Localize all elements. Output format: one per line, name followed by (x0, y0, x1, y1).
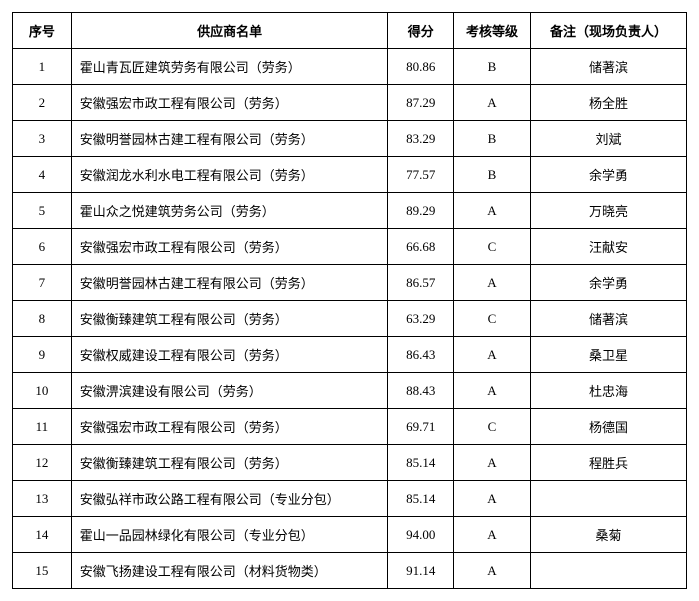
cell-name: 安徽权威建设工程有限公司（劳务） (71, 337, 388, 373)
cell-name: 安徽弘祥市政公路工程有限公司（专业分包） (71, 481, 388, 517)
cell-grade: A (454, 481, 531, 517)
cell-name: 安徽明誉园林古建工程有限公司（劳务） (71, 265, 388, 301)
cell-score: 83.29 (388, 121, 454, 157)
cell-name: 安徽强宏市政工程有限公司（劳务） (71, 229, 388, 265)
header-score: 得分 (388, 13, 454, 49)
header-seq: 序号 (13, 13, 72, 49)
cell-grade: A (454, 337, 531, 373)
cell-note: 储著滨 (530, 49, 686, 85)
cell-score: 88.43 (388, 373, 454, 409)
table-row: 14霍山一品园林绿化有限公司（专业分包）94.00A桑菊 (13, 517, 687, 553)
cell-note: 储著滨 (530, 301, 686, 337)
cell-note: 桑卫星 (530, 337, 686, 373)
cell-score: 91.14 (388, 553, 454, 589)
cell-seq: 12 (13, 445, 72, 481)
table-body: 1霍山青瓦匠建筑劳务有限公司（劳务）80.86B储著滨2安徽强宏市政工程有限公司… (13, 49, 687, 589)
cell-seq: 10 (13, 373, 72, 409)
table-row: 13安徽弘祥市政公路工程有限公司（专业分包）85.14A (13, 481, 687, 517)
cell-note: 刘斌 (530, 121, 686, 157)
cell-note: 万晓亮 (530, 193, 686, 229)
cell-grade: B (454, 121, 531, 157)
cell-score: 63.29 (388, 301, 454, 337)
table-row: 11安徽强宏市政工程有限公司（劳务）69.71C杨德国 (13, 409, 687, 445)
cell-score: 89.29 (388, 193, 454, 229)
table-row: 12安徽衡臻建筑工程有限公司（劳务）85.14A程胜兵 (13, 445, 687, 481)
cell-grade: A (454, 193, 531, 229)
table-header: 序号 供应商名单 得分 考核等级 备注（现场负责人） (13, 13, 687, 49)
table-row: 6安徽强宏市政工程有限公司（劳务）66.68C汪献安 (13, 229, 687, 265)
cell-note (530, 481, 686, 517)
cell-score: 77.57 (388, 157, 454, 193)
cell-grade: A (454, 265, 531, 301)
cell-score: 86.57 (388, 265, 454, 301)
cell-name: 安徽强宏市政工程有限公司（劳务） (71, 409, 388, 445)
table-row: 5霍山众之悦建筑劳务公司（劳务）89.29A万晓亮 (13, 193, 687, 229)
cell-seq: 3 (13, 121, 72, 157)
cell-score: 66.68 (388, 229, 454, 265)
cell-seq: 7 (13, 265, 72, 301)
cell-name: 安徽润龙水利水电工程有限公司（劳务） (71, 157, 388, 193)
cell-grade: B (454, 157, 531, 193)
cell-name: 安徽强宏市政工程有限公司（劳务） (71, 85, 388, 121)
cell-seq: 2 (13, 85, 72, 121)
header-note: 备注（现场负责人） (530, 13, 686, 49)
cell-seq: 14 (13, 517, 72, 553)
cell-name: 安徽衡臻建筑工程有限公司（劳务） (71, 445, 388, 481)
cell-name: 安徽飞扬建设工程有限公司（材料货物类） (71, 553, 388, 589)
cell-score: 87.29 (388, 85, 454, 121)
table-row: 15安徽飞扬建设工程有限公司（材料货物类）91.14A (13, 553, 687, 589)
cell-score: 85.14 (388, 481, 454, 517)
cell-seq: 9 (13, 337, 72, 373)
header-row: 序号 供应商名单 得分 考核等级 备注（现场负责人） (13, 13, 687, 49)
cell-grade: B (454, 49, 531, 85)
cell-seq: 5 (13, 193, 72, 229)
table-row: 10安徽淠滨建设有限公司（劳务）88.43A杜忠海 (13, 373, 687, 409)
cell-note (530, 553, 686, 589)
cell-note: 汪献安 (530, 229, 686, 265)
cell-note: 程胜兵 (530, 445, 686, 481)
cell-note: 余学勇 (530, 265, 686, 301)
cell-note: 杨德国 (530, 409, 686, 445)
cell-grade: A (454, 553, 531, 589)
cell-score: 86.43 (388, 337, 454, 373)
cell-name: 霍山众之悦建筑劳务公司（劳务） (71, 193, 388, 229)
cell-name: 安徽衡臻建筑工程有限公司（劳务） (71, 301, 388, 337)
cell-name: 霍山青瓦匠建筑劳务有限公司（劳务） (71, 49, 388, 85)
cell-name: 安徽淠滨建设有限公司（劳务） (71, 373, 388, 409)
table-row: 7安徽明誉园林古建工程有限公司（劳务）86.57A余学勇 (13, 265, 687, 301)
cell-grade: C (454, 301, 531, 337)
table-row: 3安徽明誉园林古建工程有限公司（劳务）83.29B刘斌 (13, 121, 687, 157)
cell-grade: A (454, 445, 531, 481)
cell-note: 杨全胜 (530, 85, 686, 121)
cell-note: 桑菊 (530, 517, 686, 553)
cell-grade: C (454, 229, 531, 265)
cell-seq: 8 (13, 301, 72, 337)
cell-score: 94.00 (388, 517, 454, 553)
cell-name: 霍山一品园林绿化有限公司（专业分包） (71, 517, 388, 553)
cell-name: 安徽明誉园林古建工程有限公司（劳务） (71, 121, 388, 157)
table-row: 1霍山青瓦匠建筑劳务有限公司（劳务）80.86B储著滨 (13, 49, 687, 85)
cell-seq: 15 (13, 553, 72, 589)
cell-grade: A (454, 517, 531, 553)
cell-seq: 4 (13, 157, 72, 193)
cell-seq: 13 (13, 481, 72, 517)
cell-grade: C (454, 409, 531, 445)
cell-grade: A (454, 373, 531, 409)
cell-seq: 1 (13, 49, 72, 85)
cell-score: 69.71 (388, 409, 454, 445)
table-row: 9安徽权威建设工程有限公司（劳务）86.43A桑卫星 (13, 337, 687, 373)
supplier-table: 序号 供应商名单 得分 考核等级 备注（现场负责人） 1霍山青瓦匠建筑劳务有限公… (12, 12, 687, 589)
cell-grade: A (454, 85, 531, 121)
header-name: 供应商名单 (71, 13, 388, 49)
cell-note: 余学勇 (530, 157, 686, 193)
cell-score: 85.14 (388, 445, 454, 481)
cell-note: 杜忠海 (530, 373, 686, 409)
table-row: 2安徽强宏市政工程有限公司（劳务）87.29A杨全胜 (13, 85, 687, 121)
table-row: 8安徽衡臻建筑工程有限公司（劳务）63.29C储著滨 (13, 301, 687, 337)
table-row: 4安徽润龙水利水电工程有限公司（劳务）77.57B余学勇 (13, 157, 687, 193)
cell-score: 80.86 (388, 49, 454, 85)
cell-seq: 11 (13, 409, 72, 445)
cell-seq: 6 (13, 229, 72, 265)
header-grade: 考核等级 (454, 13, 531, 49)
